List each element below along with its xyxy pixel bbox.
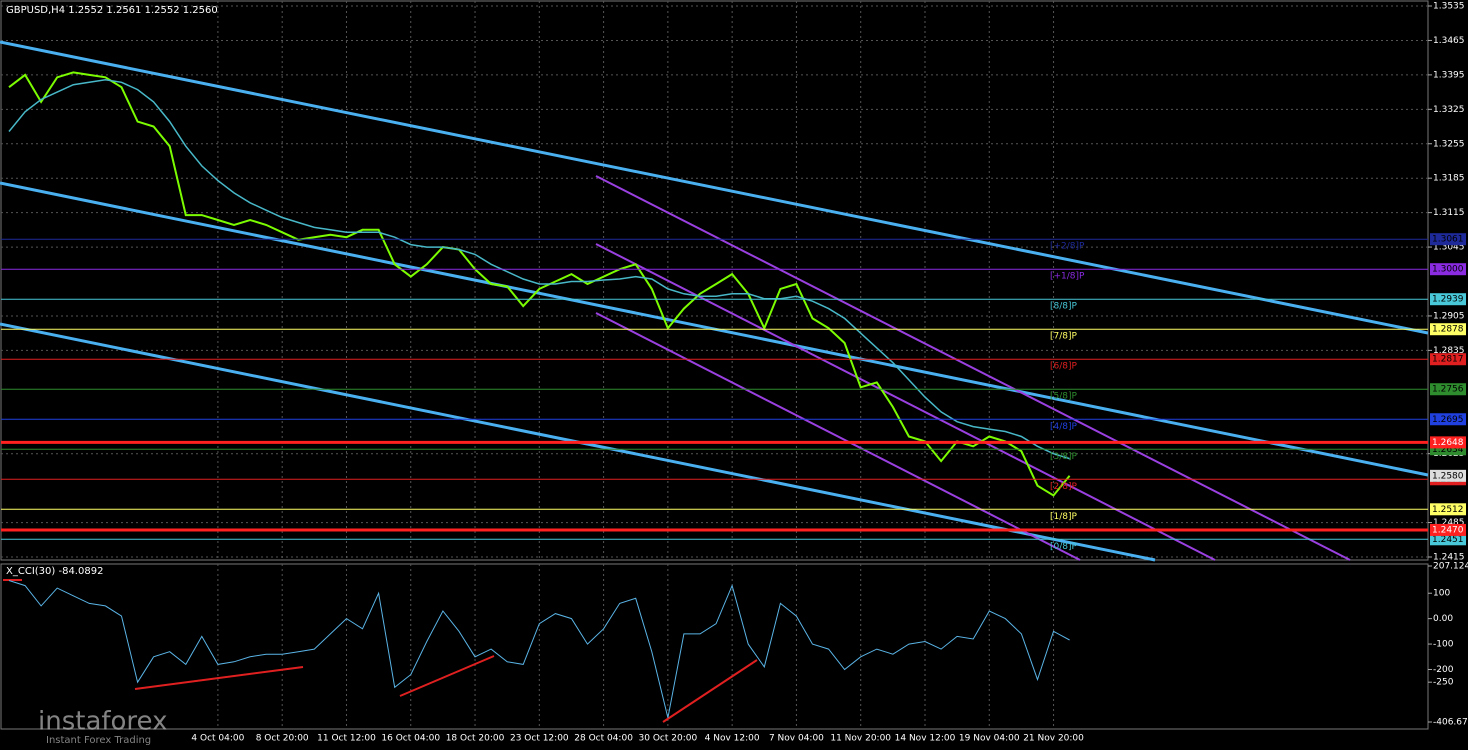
y-tick-label: 207.1248 (1433, 562, 1468, 572)
channel-line (595, 175, 1351, 561)
x-tick-label: 4 Nov 12:00 (705, 734, 760, 744)
x-tick-label: 14 Nov 12:00 (895, 734, 956, 744)
divergence (3, 579, 758, 723)
x-tick-label: 18 Oct 20:00 (446, 734, 505, 744)
level-name: [0/8]P (1050, 542, 1078, 552)
divergence-line (662, 659, 758, 723)
price-label: 1.2580 (1432, 471, 1464, 481)
support-tag (1430, 436, 1466, 449)
level-name: [+2/8]P (1050, 242, 1085, 252)
price-tag (1430, 469, 1466, 482)
x-tick-label: 28 Oct 04:00 (574, 734, 633, 744)
level-tag (1430, 353, 1466, 366)
level-tag (1430, 233, 1466, 246)
y-tick-label: 1.3465 (1433, 36, 1465, 46)
level-label: 1.2695 (1432, 415, 1464, 425)
watermark-tagline: Instant Forex Trading (46, 735, 151, 746)
main-frame (0, 0, 1429, 561)
y-tick-label: -200 (1433, 665, 1454, 675)
y-tick-label: -100 (1433, 640, 1454, 650)
y-tick-label: 1.3115 (1433, 208, 1465, 218)
divergence-line (134, 666, 304, 690)
x-tick-label: 8 Oct 20:00 (256, 734, 309, 744)
level-label: 1.2634 (1432, 445, 1464, 455)
x-tick-label: 30 Oct 20:00 (639, 734, 698, 744)
x-tick-label: 21 Nov 20:00 (1023, 734, 1084, 744)
y-tick-label: 1.3395 (1433, 70, 1465, 80)
level-tag (1430, 293, 1466, 306)
level-name: [7/8]P (1050, 332, 1078, 342)
y-tick-label: 1.3535 (1433, 2, 1465, 12)
x-tick-label: 7 Nov 04:00 (769, 734, 824, 744)
watermark-brand: instaforex (38, 707, 167, 737)
y-tick-label: 1.3185 (1433, 174, 1465, 184)
level-name: [+1/8]P (1050, 272, 1085, 282)
level-label: 1.2512 (1432, 505, 1464, 515)
y-tick-label: 1.2835 (1433, 346, 1465, 356)
y-tick-label: -250 (1433, 678, 1454, 688)
x-tick-label: 19 Nov 04:00 (959, 734, 1020, 744)
support-label: 1.2648 (1432, 438, 1464, 448)
divergence-line (399, 655, 495, 697)
price-line (8, 79, 1070, 460)
level-tag (1430, 533, 1466, 546)
level-name: [4/8]P (1050, 422, 1078, 432)
support-label: 1.2470 (1432, 525, 1464, 535)
x-tick-label: 23 Oct 12:00 (510, 734, 569, 744)
x-tick-label: 11 Nov 20:00 (830, 734, 891, 744)
y-tick-label: 100 (1433, 589, 1450, 599)
level-tag (1430, 383, 1466, 396)
level-tag (1430, 263, 1466, 276)
y-tick-label: -406.6772 (1433, 718, 1468, 728)
level-name: [8/8]P (1050, 302, 1078, 312)
y-tick-label: 1.3045 (1433, 243, 1465, 253)
price-line (8, 71, 1071, 497)
indicator-frame (0, 563, 1429, 730)
level-name: [5/8]P (1050, 392, 1078, 402)
level-name: [1/8]P (1050, 512, 1078, 522)
channel-line (595, 312, 1081, 561)
level-label: 1.3000 (1432, 265, 1464, 275)
y-tick-label: 1.2485 (1433, 518, 1465, 528)
y-tick-label: 1.3255 (1433, 139, 1465, 149)
level-name: [2/8]P (1050, 482, 1078, 492)
indicator-title: X_CCI(30) -84.0892 (6, 566, 103, 577)
level-label: 1.2878 (1432, 325, 1464, 335)
level-label: 1.2817 (1432, 355, 1464, 365)
x-tick-label: 16 Oct 04:00 (381, 734, 440, 744)
level-tag (1430, 323, 1466, 336)
level-label: 1.2939 (1432, 295, 1464, 305)
level-name: [6/8]P (1050, 362, 1078, 372)
y-tick-label: 1.3325 (1433, 105, 1465, 115)
level-label: 1.2756 (1432, 385, 1464, 395)
chart-title: GBPUSD,H4 1.2552 1.2561 1.2552 1.2560 (6, 5, 218, 16)
level-tag (1430, 413, 1466, 426)
x-tick-label: 4 Oct 04:00 (191, 734, 244, 744)
level-tag (1430, 503, 1466, 516)
cci-line (8, 580, 1070, 718)
y-tick-label: 1.2415 (1433, 553, 1465, 563)
y-tick-label: 0.00 (1433, 614, 1453, 624)
support-tag (1430, 523, 1466, 536)
y-tick-label: 1.2905 (1433, 311, 1465, 321)
channel-line (0, 40, 1429, 335)
level-label: 1.2451 (1432, 535, 1464, 545)
level-label: 1.3061 (1432, 235, 1464, 245)
level-name: [3/8]P (1050, 452, 1078, 462)
x-tick-label: 11 Oct 12:00 (317, 734, 376, 744)
